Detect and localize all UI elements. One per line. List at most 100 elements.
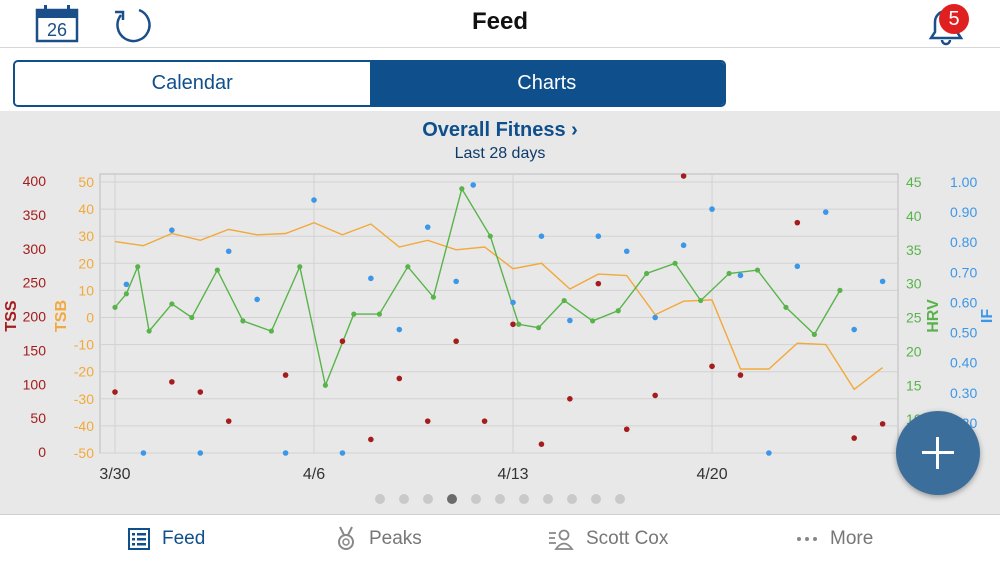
page-dot[interactable] [375,494,385,504]
tsb-tick-label: 10 [78,282,94,298]
tss-point [396,375,403,382]
page-dot[interactable] [447,494,457,504]
chart-subtitle: Last 28 days [454,145,546,162]
calendar-icon[interactable]: 26 [35,5,79,43]
tss-tick-label: 0 [38,444,46,460]
hrv-point [754,267,761,273]
if-point [794,263,801,270]
notification-badge: 5 [939,4,969,34]
page-dot[interactable] [495,494,505,504]
page-dot[interactable] [615,494,625,504]
page-indicator [375,494,625,504]
tab-charts[interactable]: Charts [369,62,724,105]
tss-axis-title: TSS [3,300,20,331]
tsb-tick-label: -50 [74,445,94,461]
hrv-point [516,321,522,327]
tss-point [567,396,573,402]
tsb-tick-label: -10 [74,337,94,353]
tss-tick-label: 350 [23,207,47,223]
tss-point [424,418,431,424]
if-point [470,182,477,188]
add-button[interactable] [896,411,980,495]
tsb-tick-label: 20 [78,255,94,271]
if-point [510,299,516,306]
if-point [197,450,204,456]
page-dot[interactable] [519,494,529,504]
tsb-tick-label: 40 [78,201,94,217]
hrv-point [112,304,118,310]
hrv-tick-label: 20 [906,343,922,359]
nav-feed[interactable]: Feed [128,515,205,562]
hrv-point [351,311,357,317]
page-dot[interactable] [423,494,433,504]
nav-athlete-label: Scott Cox [586,528,669,549]
tss-point [169,379,175,385]
tss-tick-label: 400 [23,173,47,189]
x-tick-label: 4/20 [696,466,727,483]
tsb-axis-title: TSB [53,300,70,332]
tss-point [481,418,488,424]
if-point [123,281,130,288]
hrv-point [268,328,274,334]
hrv-point [430,294,437,300]
nav-athlete[interactable]: Scott Cox [548,515,668,562]
view-segmented-control: Calendar Charts [13,60,726,107]
x-tick-label: 4/6 [303,466,325,483]
hrv-point [189,314,195,321]
tss-tick-label: 300 [23,241,47,257]
medal-icon [338,526,354,550]
tsb-tick-label: -40 [74,418,94,434]
hrv-point [487,233,493,239]
x-tick-label: 3/30 [99,466,130,483]
if-point [311,197,317,203]
if-tick-label: 1.00 [950,174,977,190]
page-dot[interactable] [399,494,409,504]
hrv-point [811,331,817,338]
hrv-tick-label: 15 [906,377,922,393]
tss-point [368,436,374,443]
if-point [567,317,573,324]
tsb-tick-label: -30 [74,391,94,407]
refresh-icon[interactable] [112,4,154,44]
plot-area [99,173,899,454]
page-title: Feed [471,8,528,35]
tss-point [680,173,687,179]
hrv-axis-title: HRV [925,299,942,333]
tss-point [225,418,232,424]
tsb-tick-label: 0 [86,310,94,326]
overall-fitness-chart[interactable]: 050100150200250300350400-50-40-30-20-100… [0,0,1000,514]
tss-point [112,389,118,395]
hrv-line [114,187,841,388]
page-dot[interactable] [567,494,577,504]
hrv-point [459,186,465,192]
hrv-point [783,304,789,310]
hrv-point [214,267,220,273]
if-point [254,296,260,303]
tss-point [339,338,346,345]
if-point [879,278,886,285]
nav-more[interactable]: More [796,515,873,562]
hrv-point [169,301,175,307]
if-point [623,248,630,255]
tss-point [623,426,630,433]
hrv-point [297,264,303,270]
calendar-day: 26 [46,20,68,40]
chart-title[interactable]: Overall Fitness › [422,119,578,141]
tsb-tick-label: -20 [74,364,94,380]
hrv-tick-label: 25 [906,310,922,326]
page-dot[interactable] [471,494,481,504]
tab-calendar[interactable]: Calendar [15,62,370,105]
if-point [339,450,346,456]
hrv-point [146,328,152,334]
hrv-point [561,297,567,304]
tss-point [851,435,857,441]
page-dot[interactable] [543,494,553,504]
more-dots-icon [797,537,817,541]
athlete-icon [549,529,574,550]
nav-more-label: More [830,528,874,549]
page-dot[interactable] [591,494,601,504]
nav-peaks[interactable]: Peaks [335,515,422,562]
if-tick-label: 0.50 [950,325,977,341]
hrv-tick-label: 45 [906,174,922,190]
hrv-point [322,382,328,388]
